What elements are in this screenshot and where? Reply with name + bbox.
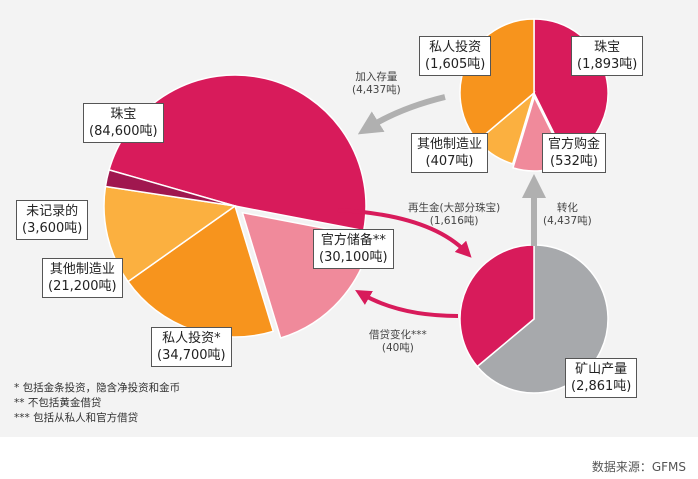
pie-0-slice-3: [103, 185, 237, 283]
label-official-reserves: 官方储备** (30,100吨): [313, 229, 394, 269]
label-other-fabrication-demand: 其他制造业 (407吨): [411, 133, 489, 173]
label-jewellery-stock: 珠宝 (84,600吨): [83, 103, 164, 143]
label-unaccounted: 未记录的 (3,600吨): [16, 200, 89, 240]
flow-lending-label: 借贷变化*** (40吨): [369, 329, 427, 354]
lending-arrow: [355, 289, 459, 318]
label-private-investment-stock: 私人投资* (34,700吨): [151, 327, 232, 367]
footnote-1: * 包括金条投资，隐含净投资和金币: [14, 382, 181, 394]
label-private-investment-demand: 私人投资 (1,605吨): [419, 36, 492, 76]
annual-supply-pie: [459, 244, 609, 394]
recycle-arrow: [337, 208, 472, 258]
label-jewellery-demand: 珠宝 (1,893吨): [571, 36, 644, 76]
flow-recycle-label: 再生金(大部分珠宝) (1,616吨): [408, 202, 501, 227]
pie-0-slice-4: [104, 168, 236, 207]
footnote-3: *** 包括从私人和官方借贷: [14, 412, 139, 424]
above-ground-stocks-pie: [103, 74, 372, 339]
add-stock-arrow: [357, 94, 446, 135]
pie-2-slice-1: [459, 244, 535, 368]
flow-transfer-label: 转化 (4,437吨): [543, 202, 592, 227]
flow-add-stock-label: 加入存量 (4,437吨): [352, 71, 401, 96]
pie-2-slice-0: [476, 244, 609, 394]
footnote-2: ** 不包括黄金借贷: [14, 397, 102, 409]
label-official-purchases: 官方购金 (532吨): [542, 133, 607, 173]
data-source: 数据来源：GFMS: [591, 460, 686, 474]
label-other-fabrication-stock: 其他制造业 (21,200吨): [42, 258, 123, 298]
label-mine-production: 矿山产量 (2,861吨): [565, 358, 638, 398]
